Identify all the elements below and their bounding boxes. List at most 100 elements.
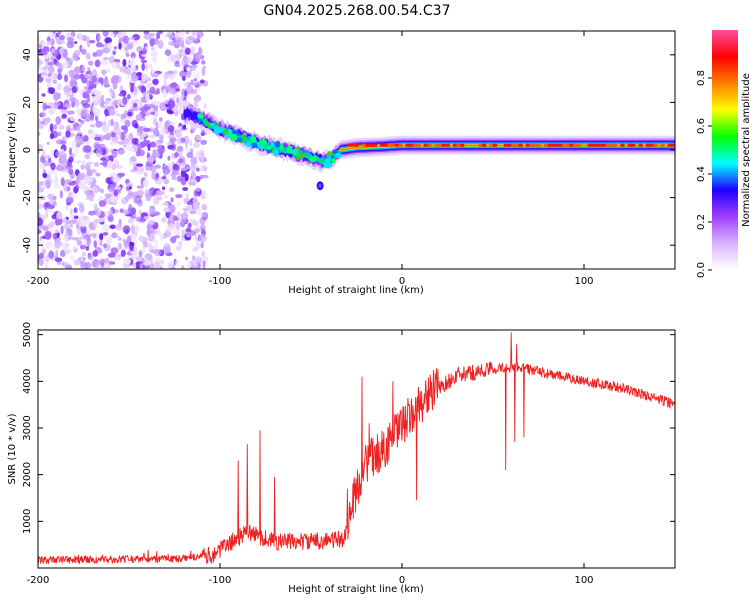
colorbar-tick-label: 0.8 <box>696 70 707 86</box>
noise-blob <box>173 235 180 239</box>
isolated-blob-core <box>318 183 322 188</box>
noise-blob <box>103 79 109 87</box>
noise-blob <box>89 232 97 238</box>
spectrogram-marks <box>38 31 675 269</box>
noise-blob <box>191 31 198 35</box>
noise-blob <box>69 224 73 228</box>
noise-blob <box>104 37 112 44</box>
noise-blob <box>169 35 173 41</box>
noise-blob <box>123 144 127 148</box>
noise-blob <box>184 90 188 97</box>
noise-blob <box>200 154 205 163</box>
noise-blob <box>38 58 42 67</box>
noise-blob <box>107 160 113 170</box>
noise-blob <box>38 237 44 246</box>
noise-blob <box>142 242 149 248</box>
noise-blob <box>200 139 207 145</box>
track-blob <box>334 152 342 159</box>
noise-blob <box>115 223 123 231</box>
noise-blob <box>42 150 46 157</box>
noise-blob <box>139 101 144 109</box>
noise-blob <box>52 195 57 201</box>
noise-blob <box>123 125 128 134</box>
noise-blob <box>131 207 136 215</box>
noise-blob <box>55 150 63 157</box>
noise-blob <box>163 242 168 247</box>
noise-blob <box>38 217 43 226</box>
noise-blob <box>159 134 164 141</box>
noise-blob <box>94 59 101 68</box>
noise-blob <box>78 236 86 240</box>
noise-blob <box>168 41 176 46</box>
noise-blob <box>46 141 50 145</box>
noise-blob <box>126 182 134 187</box>
spectrogram-content <box>38 31 675 269</box>
noise-blob <box>128 36 136 41</box>
noise-blob <box>124 119 131 128</box>
noise-blob <box>139 141 146 148</box>
noise-blob <box>57 41 62 45</box>
snr-frame <box>37 329 676 569</box>
spectral-core <box>409 143 414 147</box>
noise-blob <box>85 52 91 60</box>
noise-blob <box>154 240 158 244</box>
noise-blob <box>54 60 60 67</box>
noise-blob <box>173 53 180 60</box>
noise-blob <box>44 231 52 240</box>
spectral-core <box>412 143 417 147</box>
noise-blob <box>42 172 48 179</box>
noise-blob <box>130 52 136 59</box>
noise-blob <box>160 259 165 265</box>
noise-blob <box>100 44 105 48</box>
spectral-core <box>489 143 494 147</box>
noise-blob <box>170 197 174 203</box>
noise-blob <box>107 252 116 258</box>
noise-blob <box>154 164 161 169</box>
x-tick-label: -200 <box>27 276 50 287</box>
noise-blob <box>193 220 198 226</box>
noise-blob <box>118 149 126 155</box>
noise-blob <box>144 63 149 71</box>
noise-blob <box>126 74 132 80</box>
noise-blob <box>183 68 187 73</box>
noise-blob <box>80 119 85 125</box>
noise-blob <box>178 49 184 53</box>
noise-blob <box>122 96 128 105</box>
noise-blob <box>189 210 197 214</box>
noise-blob <box>145 253 152 258</box>
colorbar-label: Normalized spectral amplitude <box>741 73 750 227</box>
noise-blob <box>48 31 54 37</box>
noise-blob <box>152 91 161 95</box>
noise-blob <box>144 46 150 50</box>
noise-blob <box>136 189 144 197</box>
noise-blob <box>180 169 187 178</box>
noise-blob <box>120 249 126 257</box>
noise-blob <box>144 189 153 198</box>
noise-blob <box>47 170 55 175</box>
noise-blob <box>152 230 157 235</box>
noise-blob <box>58 62 63 71</box>
noise-blob <box>99 258 106 266</box>
noise-blob <box>138 235 145 242</box>
spectral-core <box>594 143 599 147</box>
noise-blob <box>189 139 193 147</box>
noise-blob <box>57 31 62 36</box>
noise-blob <box>176 200 181 207</box>
track-blob <box>240 134 247 140</box>
snr-panel: -200 -100 0 100 1000 2000 3000 4000 5000 Height … <box>7 322 676 595</box>
noise-blob <box>48 87 56 95</box>
noise-blob <box>166 226 175 232</box>
noise-blob <box>42 111 46 118</box>
spectral-core <box>536 143 541 147</box>
noise-blob <box>131 137 139 145</box>
noise-blob <box>57 131 62 137</box>
noise-blob <box>87 60 94 66</box>
spectral-core <box>660 143 665 147</box>
noise-blob <box>131 56 136 64</box>
track-blob <box>266 145 272 150</box>
noise-blob <box>167 125 175 133</box>
noise-blob <box>93 108 101 117</box>
noise-blob <box>81 65 86 72</box>
noise-blob <box>110 90 116 98</box>
noise-blob <box>200 174 209 179</box>
